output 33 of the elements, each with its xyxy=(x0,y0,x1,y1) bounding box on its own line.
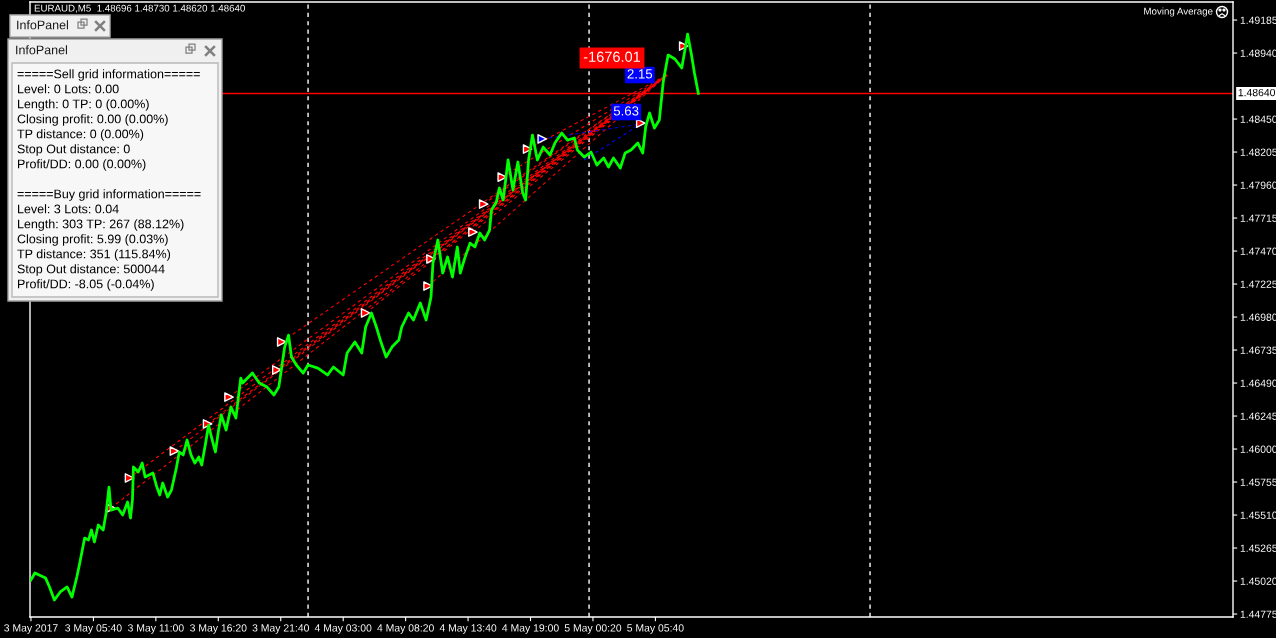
annotation: Closing profit: 0.00 (0.00%) xyxy=(17,114,168,126)
x-tick-label: 3 May 05:40 xyxy=(65,624,122,634)
x-tick-label: 5 May 05:40 xyxy=(627,624,684,634)
annotation: =====Buy grid information===== xyxy=(17,189,201,201)
annotation: InfoPanel xyxy=(17,20,68,30)
x-tick-label: 3 May 16:20 xyxy=(190,624,247,634)
annotation: Level: 3 Lots: 0.04 xyxy=(18,204,119,214)
x-tick-label: 3 May 11:00 xyxy=(127,624,184,634)
chart-title: EURAUD,M5 1.48696 1.48730 1.48620 1.48640 xyxy=(34,4,245,13)
annotation: Closing profit: 5.99 (0.03%) xyxy=(17,234,168,246)
x-tick-label: 4 May 08:20 xyxy=(377,624,434,634)
annotation: TP distance: 0 (0.00%) xyxy=(17,129,144,141)
annotation: TP distance: 351 (115.84%) xyxy=(17,249,171,261)
annotation: Stop Out distance: 500044 xyxy=(17,264,165,276)
annotation: =====Sell grid information===== xyxy=(17,69,200,81)
annotation: Level: 0 Lots: 0.00 xyxy=(18,84,119,94)
x-tick-label: 3 May 2017 xyxy=(4,624,58,634)
annotation: Length: 303 TP: 267 (88.12%) xyxy=(18,219,184,231)
annotation: Moving Average xyxy=(1144,7,1213,17)
annotation: Profit/DD: 0.00 (0.00%) xyxy=(18,159,146,171)
annotation: 5.63 xyxy=(613,106,639,116)
annotation: Profit/DD: -8.05 (-0.04%) xyxy=(18,279,154,291)
x-tick-label: 4 May 19:00 xyxy=(502,624,559,634)
annotation: Stop Out distance: 0 xyxy=(17,144,130,156)
x-tick-label: 4 May 03:00 xyxy=(314,624,372,634)
x-tick-label: 4 May 13:40 xyxy=(439,624,497,634)
annotation: 2.15 xyxy=(627,69,653,79)
annotation: -1676.01 xyxy=(583,51,641,62)
x-tick-label: 3 May 21:40 xyxy=(252,624,310,634)
annotation: InfoPanel xyxy=(16,45,67,55)
ref-line-label: 1.48640 xyxy=(1238,88,1276,97)
x-tick-label: 5 May 00:20 xyxy=(564,624,622,634)
annotation: Length: 0 TP: 0 (0.00%) xyxy=(18,99,149,111)
